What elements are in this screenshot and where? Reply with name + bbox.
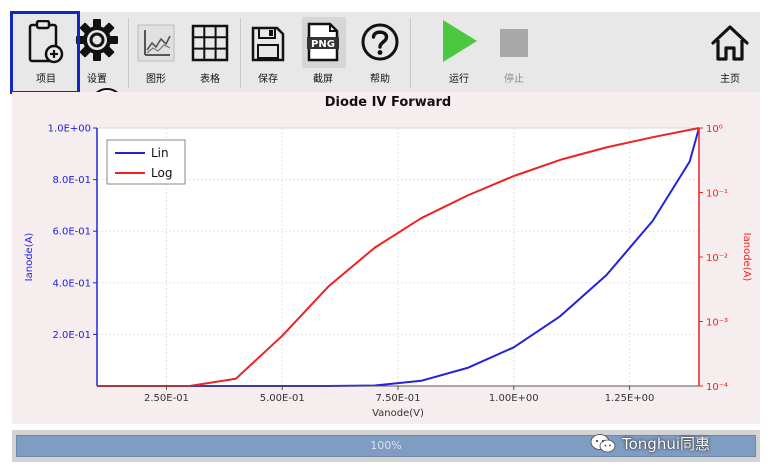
y-tick-label-right: 10⁰ bbox=[706, 124, 723, 135]
gear-icon bbox=[76, 19, 118, 61]
legend: Lin Log bbox=[106, 139, 186, 185]
selection-highlight bbox=[10, 11, 80, 94]
y-tick-label-right: 10⁻² bbox=[706, 253, 728, 264]
progress-track: 100% bbox=[16, 435, 756, 457]
wechat-icon bbox=[590, 434, 616, 453]
x-tick-label: 7.50E-01 bbox=[376, 393, 421, 404]
graph-label: 图形 bbox=[146, 74, 166, 85]
help-label: 帮助 bbox=[370, 74, 390, 85]
y-tick-label-right: 10⁻⁴ bbox=[706, 382, 728, 393]
stop-label: 停止 bbox=[504, 74, 524, 85]
legend-label-lin: Lin bbox=[151, 146, 169, 160]
x-tick-label: 2.50E-01 bbox=[144, 393, 189, 404]
chart-title: Diode IV Forward bbox=[325, 95, 451, 110]
project-label: 项目 bbox=[36, 74, 56, 85]
progress-text: 100% bbox=[370, 439, 402, 452]
watermark-text: Tonghui同惠 bbox=[622, 434, 711, 453]
run-button[interactable]: 运行 bbox=[434, 12, 484, 92]
legend-box bbox=[106, 139, 186, 185]
table-button[interactable]: 表格 bbox=[186, 12, 234, 92]
chart-panel: 2.50E-01 5.00E-01 7.50E-01 1.00E+00 1.25E+00… bbox=[12, 92, 760, 424]
progress-fill bbox=[17, 436, 755, 456]
grid bbox=[97, 127, 699, 386]
y-tick-label-left: 8.0E-01 bbox=[52, 175, 91, 186]
screenshot-label: 截屏 bbox=[313, 74, 333, 85]
save-button[interactable]: 保存 bbox=[244, 12, 292, 92]
home-button[interactable]: 主页 bbox=[706, 12, 754, 92]
y-tick-label-left: 1.0E+00 bbox=[48, 124, 91, 135]
stop-icon bbox=[500, 29, 528, 57]
iv-chart: 2.50E-01 5.00E-01 7.50E-01 1.00E+00 1.25E+00… bbox=[24, 95, 752, 419]
x-tick-label: 1.00E+00 bbox=[489, 393, 539, 404]
progress-bar: 100% bbox=[12, 430, 760, 462]
help-button[interactable]: 帮助 bbox=[356, 12, 404, 92]
home-label: 主页 bbox=[720, 74, 740, 85]
stop-button[interactable]: 停止 bbox=[490, 12, 538, 92]
floppy-icon bbox=[251, 26, 285, 62]
run-label: 运行 bbox=[449, 74, 469, 85]
x-tick-label: 1.25E+00 bbox=[605, 393, 655, 404]
table-label: 表格 bbox=[200, 74, 220, 85]
series-line-log bbox=[97, 127, 700, 387]
toolbar: 项目 设置 图形 bbox=[12, 12, 760, 92]
x-axis-label: Vanode(V) bbox=[372, 408, 424, 419]
settings-label: 设置 bbox=[87, 74, 107, 85]
y-axis-label-right: Ianode(A) bbox=[741, 233, 752, 282]
y-tick-label-left: 4.0E-01 bbox=[52, 278, 91, 289]
y-tick-label-left: 2.0E-01 bbox=[52, 330, 91, 341]
toolbar-divider bbox=[128, 18, 129, 88]
project-button[interactable]: 项目 bbox=[12, 12, 80, 92]
graph-button[interactable]: 图形 bbox=[132, 12, 180, 92]
toolbar-divider bbox=[240, 18, 241, 88]
y-axis-label-left: Ianode(A) bbox=[24, 233, 35, 282]
clipboard-add-icon bbox=[28, 20, 64, 64]
y-tick-label-left: 6.0E-01 bbox=[52, 227, 91, 238]
watermark: Tonghui同惠 bbox=[590, 430, 710, 456]
graph-icon bbox=[137, 24, 175, 62]
ticks: 2.50E-01 5.00E-01 7.50E-01 1.00E+00 1.25E+00… bbox=[48, 124, 728, 405]
legend-label-log: Log bbox=[151, 166, 172, 180]
x-tick-label: 5.00E-01 bbox=[260, 393, 305, 404]
play-icon bbox=[443, 20, 477, 62]
toolbar-divider bbox=[410, 18, 411, 88]
home-icon bbox=[711, 25, 749, 61]
table-icon bbox=[191, 24, 229, 62]
screenshot-button[interactable]: PNG 截屏 bbox=[298, 12, 348, 92]
y-tick-label-right: 10⁻¹ bbox=[706, 189, 728, 200]
svg-text:PNG: PNG bbox=[311, 39, 335, 50]
y-tick-label-right: 10⁻³ bbox=[706, 318, 728, 329]
save-label: 保存 bbox=[258, 74, 278, 85]
png-file-icon: PNG bbox=[307, 22, 339, 62]
help-icon bbox=[361, 23, 399, 61]
